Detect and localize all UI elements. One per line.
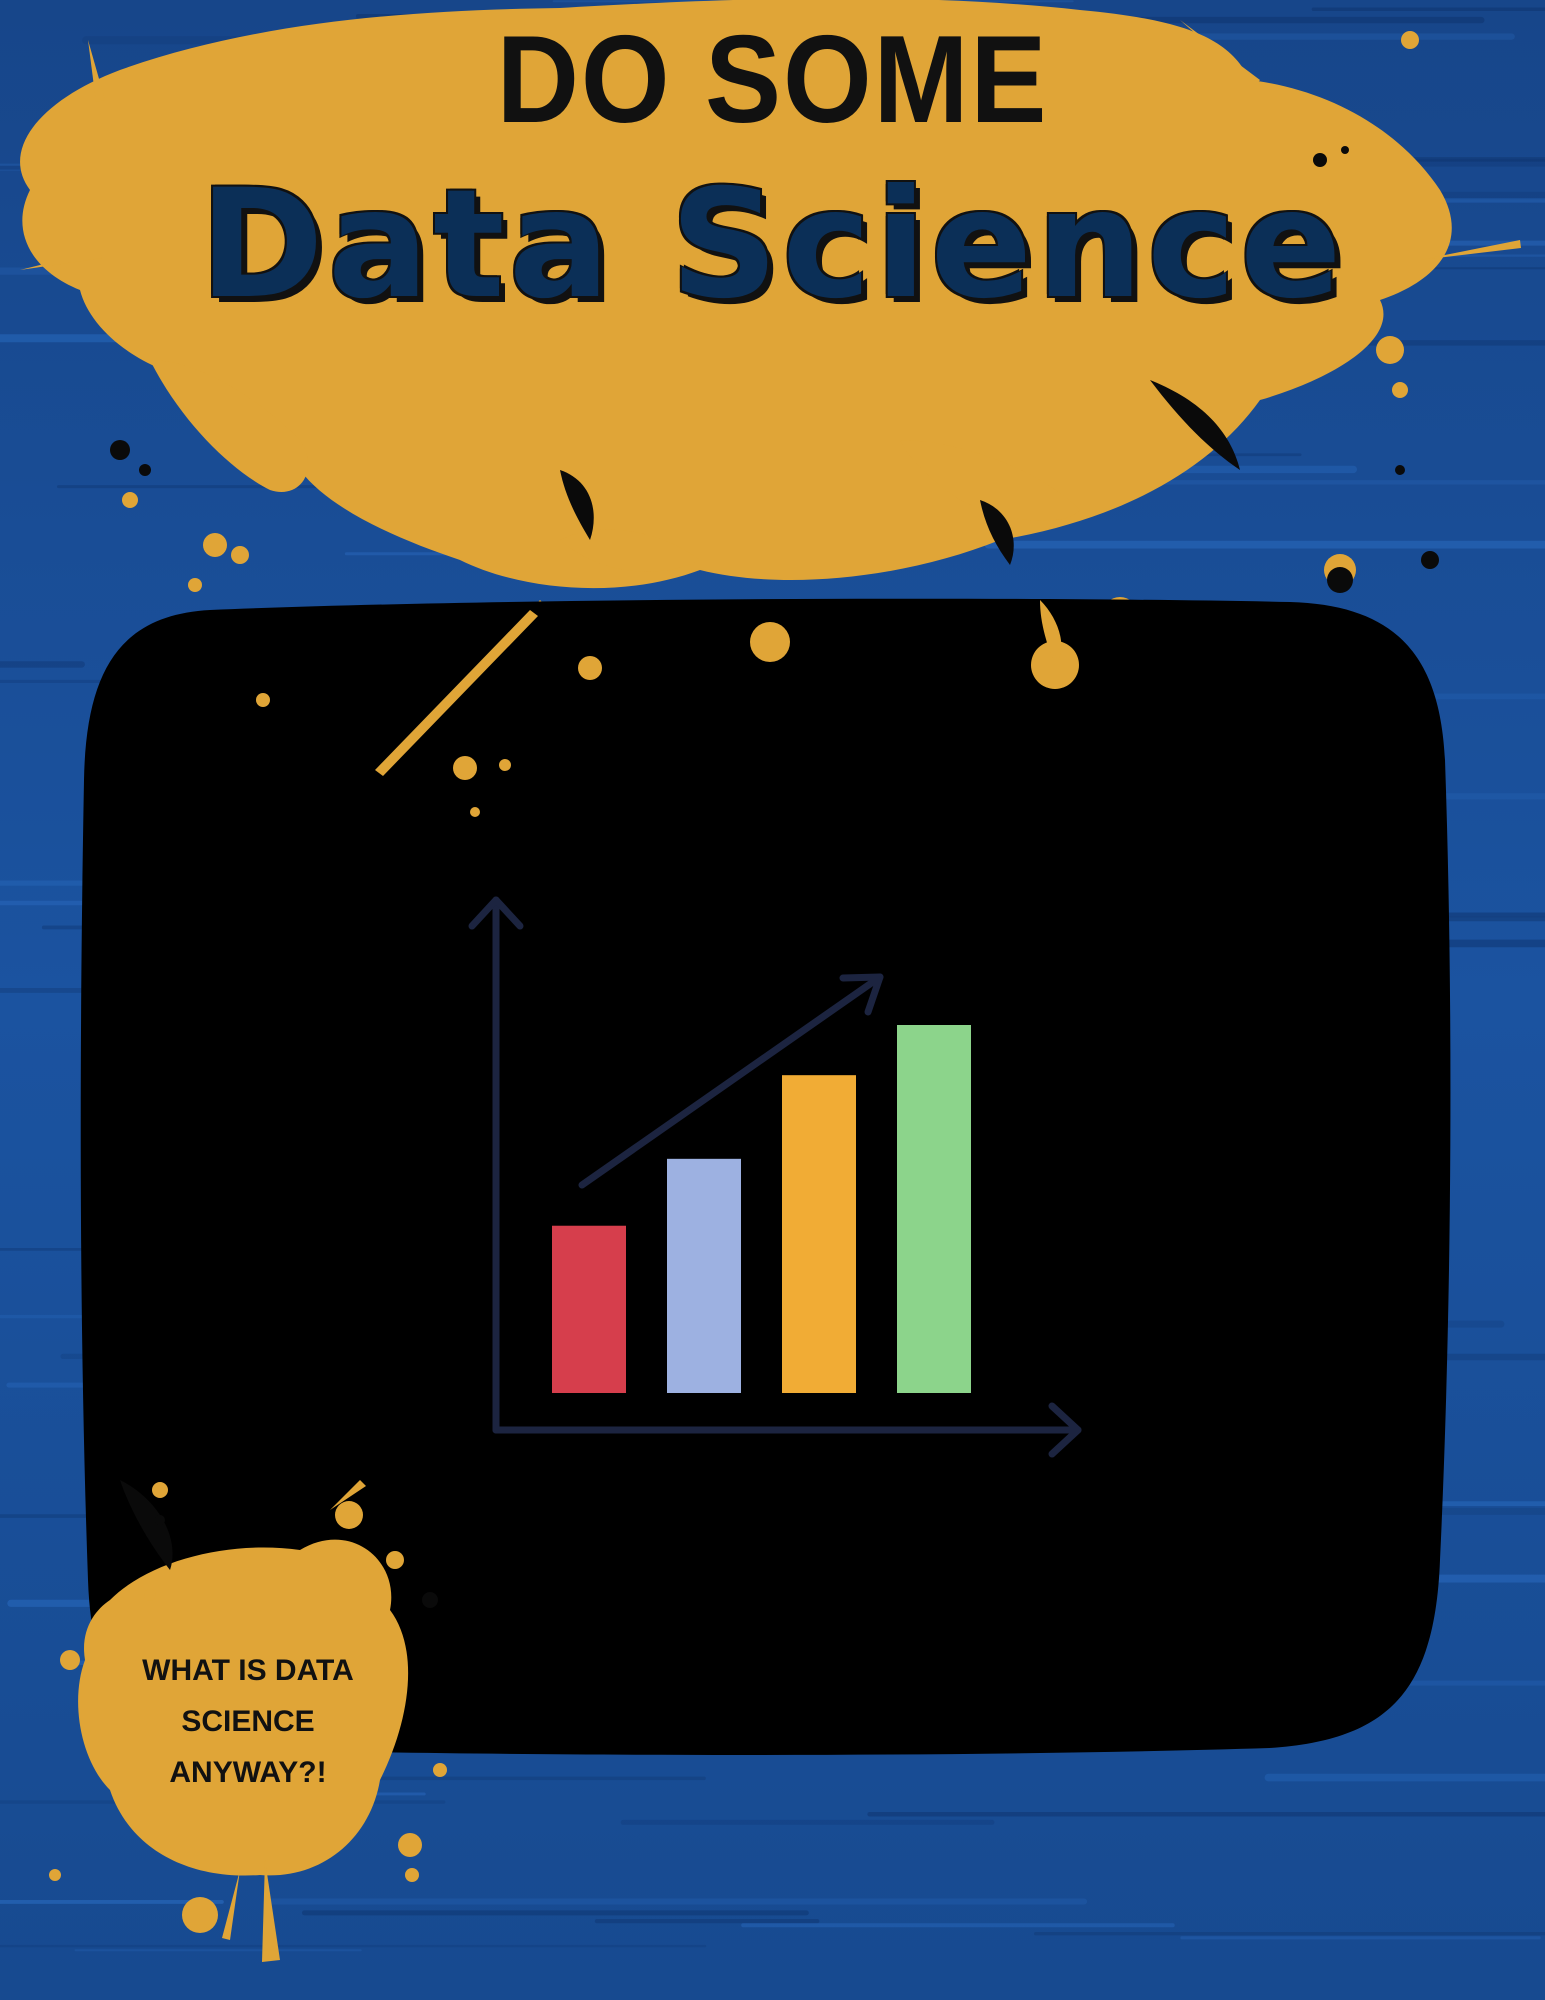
kicker-heading: DO SOME — [496, 11, 1049, 149]
x-axis-arrowhead — [1048, 1402, 1082, 1458]
y-axis-arrowhead — [468, 896, 524, 930]
title-heading: Data Science — [199, 158, 1346, 332]
bar-chart — [468, 896, 1082, 1458]
bottom-left-black-splatter — [120, 1480, 438, 1608]
bar-3 — [782, 1075, 856, 1393]
question-callout: WHAT IS DATA SCIENCE ANYWAY?! — [142, 1654, 354, 1789]
trend-arrowhead — [839, 973, 884, 1016]
bar-4 — [897, 1025, 971, 1393]
bar-2 — [667, 1158, 741, 1393]
trend-arrow-line — [578, 973, 884, 1189]
black-splatter-accents — [110, 146, 1439, 593]
black-panel — [80, 598, 1451, 1756]
bottom-left-paint-splatter — [49, 1480, 447, 1962]
bar-1 — [552, 1225, 626, 1393]
panel-splatter — [256, 600, 1079, 817]
